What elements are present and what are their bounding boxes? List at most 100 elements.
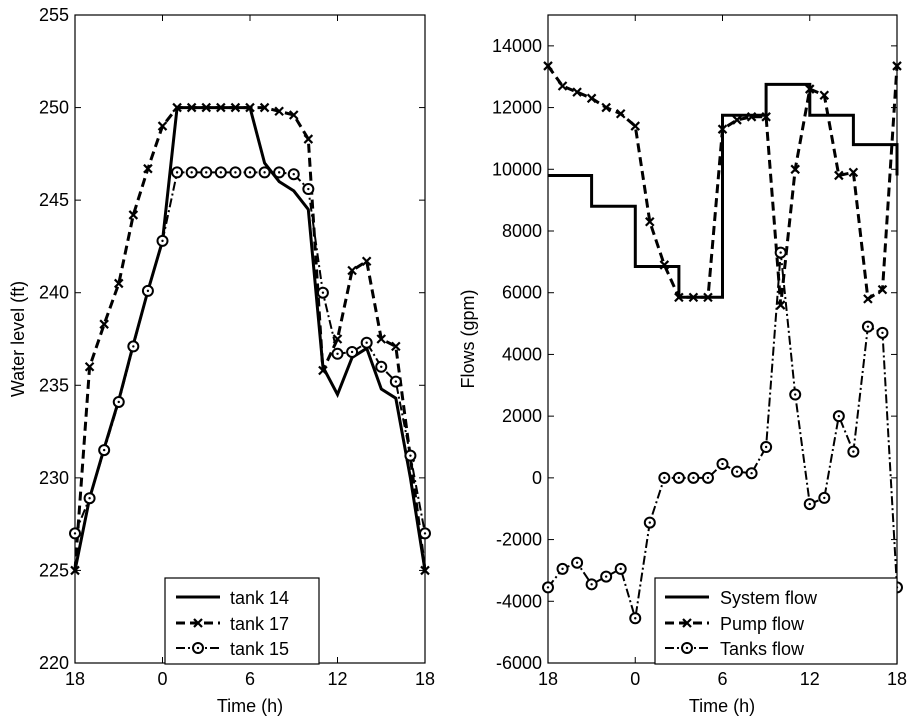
data-point-tank-15 [127, 340, 140, 353]
data-point-tank-15 [258, 166, 271, 179]
legend-o-marker [681, 642, 693, 654]
left-legend: tank 14 tank 17 tank 15 [164, 577, 320, 665]
series-tank-17 [70, 102, 430, 576]
left-legend-box [164, 577, 320, 665]
data-point-tank-15 [360, 336, 373, 349]
data-point-tank-15 [98, 444, 111, 457]
left-chart: 220 225 230 235 240 245 250 255 18 0 6 12 18 Time (… [8, 5, 435, 716]
data-point-tank-15 [316, 286, 329, 299]
data-point-tanks-flow [818, 491, 831, 504]
data-point-tanks-flow [774, 246, 787, 259]
data-point-tanks-flow [731, 465, 744, 478]
data-point-tanks-flow [556, 562, 569, 575]
right-ticks [547, 15, 898, 664]
data-point-tank-15 [404, 449, 417, 462]
data-point-tank-17 [420, 565, 430, 576]
data-point-pump-flow [572, 87, 582, 97]
data-point-pump-flow [557, 81, 568, 91]
legend-label-tank-17: tank 17 [230, 614, 289, 634]
right-ytick-label: 10000 [492, 159, 542, 179]
data-point-pump-flow [746, 112, 757, 122]
right-legend-box [654, 577, 898, 665]
data-point-pump-flow [615, 108, 626, 119]
series-line-system-flow [548, 82, 899, 299]
data-point-pump-flow [717, 124, 728, 134]
legend-marker-pump-flow [682, 618, 692, 628]
data-point-tanks-flow [542, 581, 554, 594]
data-point-tank-15 [244, 166, 256, 179]
right-series-group [542, 61, 903, 625]
left-ytick-label: 240 [39, 283, 69, 303]
data-point-tanks-flow [876, 326, 889, 339]
legend-marker-tanks-flow [681, 642, 693, 654]
data-point-tank-15 [83, 492, 96, 505]
data-point-pump-flow [732, 115, 742, 125]
data-point-tanks-flow [847, 445, 860, 458]
right-ytick-label: 6000 [502, 283, 542, 303]
data-point-pump-flow [790, 164, 800, 175]
data-point-tanks-flow [614, 562, 627, 575]
right-ytick-label: -2000 [496, 530, 542, 550]
data-point-tanks-flow [861, 320, 874, 333]
data-point-tank-15 [112, 395, 125, 408]
data-point-pump-flow [863, 294, 873, 304]
right-ytick-label: 14000 [492, 36, 542, 56]
data-point-pump-flow [819, 90, 830, 101]
series-tank-15 [69, 166, 431, 540]
data-point-pump-flow [761, 112, 771, 122]
data-point-pump-flow [645, 216, 655, 227]
right-ytick-label: 2000 [502, 406, 542, 426]
right-xtick-label: 0 [630, 669, 640, 689]
data-point-tanks-flow [745, 467, 758, 480]
right-ytick-label: 12000 [492, 98, 542, 118]
legend-label-tanks-flow: Tanks flow [720, 639, 805, 659]
legend-label-tank-14: tank 14 [230, 588, 289, 608]
data-point-tanks-flow [701, 471, 714, 484]
series-system-flow [548, 82, 899, 299]
data-point-tank-15 [273, 166, 286, 179]
data-point-pump-flow [688, 292, 699, 303]
data-point-tanks-flow [716, 457, 729, 470]
right-x-tick-labels: 18 0 6 12 18 [538, 669, 907, 689]
data-point-tank-17 [259, 102, 270, 113]
data-point-pump-flow [630, 121, 641, 131]
data-point-tank-17 [70, 565, 80, 576]
data-point-tank-17 [318, 365, 328, 376]
data-point-tank-17 [84, 361, 95, 372]
data-point-pump-flow [601, 102, 611, 113]
data-point-pump-flow [586, 93, 597, 104]
data-point-tanks-flow [658, 471, 671, 484]
right-xtick-label: 12 [800, 669, 820, 689]
data-point-tank-17 [186, 102, 197, 113]
data-point-pump-flow [892, 61, 902, 71]
data-point-pump-flow [775, 300, 786, 310]
series-pump-flow [543, 61, 902, 310]
left-xtick-label: 12 [327, 669, 347, 689]
legend-o-marker [192, 642, 204, 654]
data-point-tank-17 [361, 256, 372, 267]
legend-label-tank-15: tank 15 [230, 639, 289, 659]
data-point-tank-15 [389, 375, 402, 388]
left-series-group [69, 102, 431, 576]
data-point-tank-17 [128, 210, 139, 220]
left-ytick-label: 235 [39, 375, 69, 395]
series-line-tank-15 [74, 171, 426, 534]
left-y-tick-labels: 220 225 230 235 240 245 250 255 [39, 5, 69, 673]
left-x-axis-label: Time (h) [217, 696, 283, 716]
data-point-tank-15 [200, 166, 213, 179]
data-point-tanks-flow [672, 471, 685, 484]
data-point-tank-15 [419, 527, 431, 540]
left-xtick-label: 6 [245, 669, 255, 689]
left-xtick-label: 18 [415, 669, 435, 689]
data-point-tank-15 [302, 183, 315, 196]
data-point-tank-17 [274, 106, 284, 117]
right-ytick-label: -4000 [496, 591, 542, 611]
legend-marker-tank-17 [193, 618, 203, 628]
data-point-tank-17 [99, 319, 109, 329]
data-point-tank-15 [375, 360, 388, 373]
data-point-tank-15 [214, 166, 227, 179]
right-ytick-label: 0 [532, 468, 542, 488]
data-point-tanks-flow [571, 556, 584, 569]
data-point-tank-15 [171, 166, 184, 179]
data-point-tank-17 [347, 265, 357, 276]
